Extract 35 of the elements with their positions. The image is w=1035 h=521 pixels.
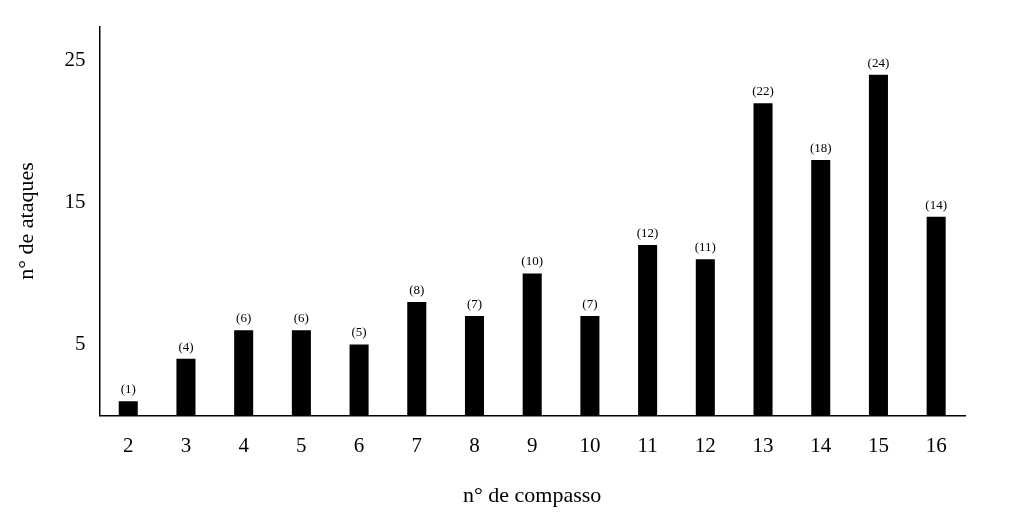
x-tick-label: 9 [526,432,538,457]
x-tick-label: 14 [810,432,832,457]
data-label: (6) [293,310,309,326]
x-tick-label: 13 [752,432,774,457]
data-label: (5) [351,324,367,340]
data-label: (10) [521,253,544,269]
x-tick-label: 5 [296,432,307,457]
x-tick-label: 7 [411,432,423,457]
x-tick-label: 15 [867,432,889,457]
data-label: (18) [809,139,832,155]
y-axis-title: n° de ataques [12,162,38,280]
x-tick-label: 12 [694,432,716,457]
data-label: (24) [867,54,890,70]
x-tick-label: 8 [469,432,480,457]
data-label: (6) [236,310,252,326]
y-tick-label: 15 [64,189,86,214]
data-label: (4) [178,338,194,354]
data-label: (11) [694,239,716,255]
x-tick-label: 10 [579,432,601,457]
x-tick-label: 4 [238,432,250,457]
x-tick-label: 11 [637,432,658,457]
data-label: (7) [582,295,598,311]
x-tick-label: 3 [180,432,192,457]
x-tick-label: 2 [123,432,134,457]
data-label: (12) [636,225,659,241]
x-tick-label: 6 [353,432,365,457]
data-label: (8) [409,281,425,297]
data-label: (7) [466,295,483,311]
data-label: (22) [752,83,774,99]
x-axis-title: n° de compasso [463,481,602,507]
data-label: (14) [925,196,947,212]
y-tick-label: 25 [64,47,86,72]
x-tick-label: 16 [925,432,947,457]
data-label: (1) [120,381,136,397]
y-tick-label: 5 [74,330,86,355]
